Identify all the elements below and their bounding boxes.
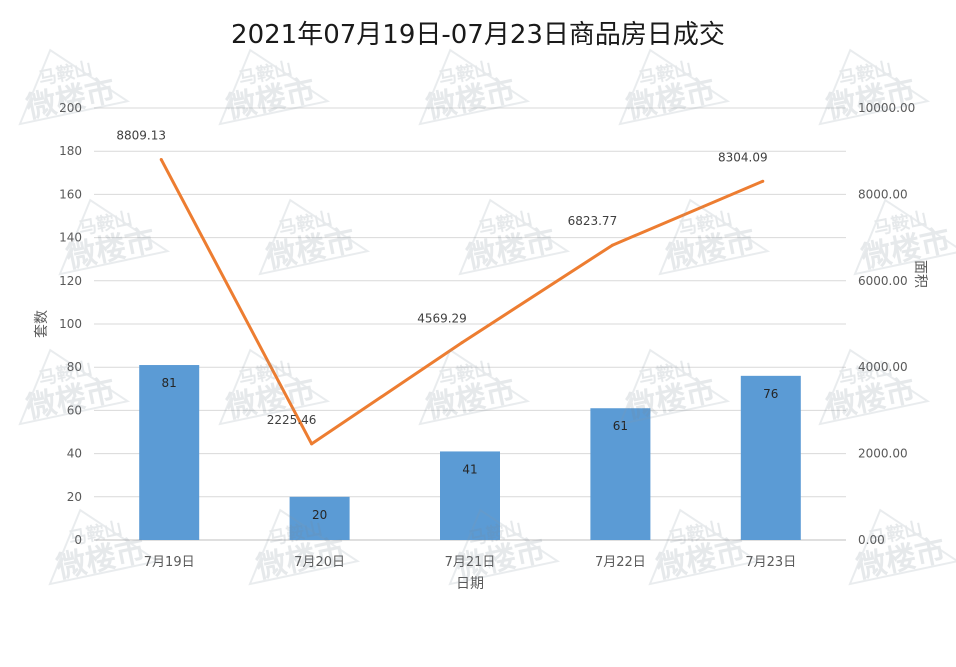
y2-tick-label: 8000.00 (858, 187, 908, 201)
line-data-label: 8809.13 (116, 128, 166, 142)
y-axis-title: 套数 (34, 310, 50, 338)
line-point (761, 179, 765, 183)
x-tick-label: 7月22日 (595, 555, 646, 570)
line-data-label: 2225.46 (267, 413, 317, 427)
y-tick-label: 0 (74, 533, 82, 547)
bar (740, 375, 801, 540)
y2-tick-label: 6000.00 (858, 274, 908, 288)
line-point (460, 341, 464, 345)
y-tick-label: 20 (67, 490, 82, 504)
x-tick-label: 7月21日 (445, 555, 496, 570)
line-data-label: 4569.29 (417, 312, 467, 326)
line-data-label: 6823.77 (568, 214, 618, 228)
line-point (159, 157, 163, 161)
y-tick-label: 180 (59, 144, 82, 158)
bar (440, 451, 500, 540)
bar-data-label: 81 (162, 376, 177, 390)
bar (289, 496, 350, 540)
bar (139, 365, 200, 540)
y-tick-label: 80 (67, 360, 82, 374)
y-tick-label: 160 (59, 187, 82, 201)
line-point (310, 442, 314, 446)
y-tick-label: 140 (59, 231, 82, 245)
bar-data-label: 61 (613, 419, 628, 433)
chart-title: 2021年07月19日-07月23日商品房日成交 (231, 20, 725, 50)
line-data-label: 8304.09 (718, 150, 768, 164)
y-tick-label: 100 (59, 317, 82, 331)
x-tick-label: 7月20日 (294, 555, 345, 570)
bar-data-label: 76 (763, 387, 778, 401)
x-tick-label: 7月23日 (745, 555, 796, 570)
y2-tick-label: 0.00 (858, 533, 885, 547)
bar-data-label: 20 (312, 508, 327, 522)
y-tick-label: 60 (67, 403, 82, 417)
bar (590, 408, 651, 540)
y-tick-label: 200 (59, 101, 82, 115)
y2-tick-label: 10000.00 (858, 101, 915, 115)
y2-axis-title: 面积 (912, 260, 928, 288)
y2-tick-label: 4000.00 (858, 360, 908, 374)
bar-data-label: 41 (462, 462, 477, 476)
y-tick-label: 40 (67, 447, 82, 461)
line-point (610, 243, 614, 247)
x-tick-label: 7月19日 (144, 555, 195, 570)
x-axis-title: 日期 (456, 576, 484, 592)
y2-tick-label: 2000.00 (858, 447, 908, 461)
y-tick-label: 120 (59, 274, 82, 288)
